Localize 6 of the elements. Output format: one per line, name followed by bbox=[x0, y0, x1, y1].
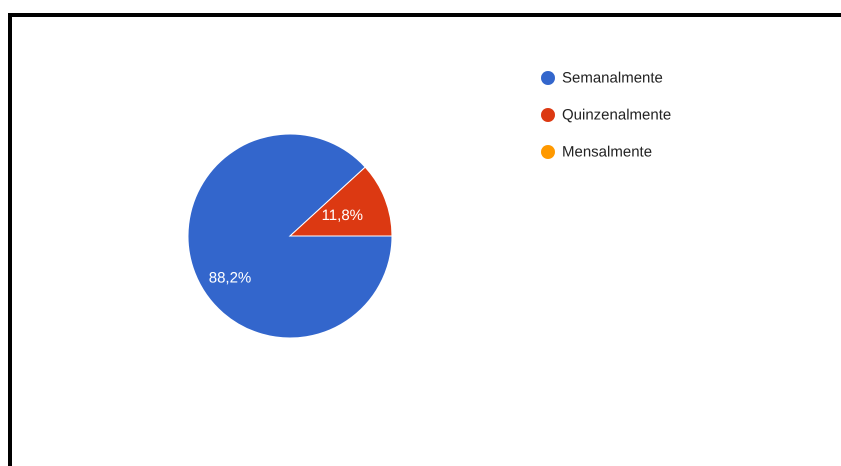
legend-label: Quinzenalmente bbox=[562, 106, 672, 124]
data-label: 11,8% bbox=[322, 207, 363, 224]
pie-slice bbox=[188, 134, 392, 338]
data-label: 88,2% bbox=[208, 270, 252, 286]
legend-label: Mensalmente bbox=[562, 144, 652, 160]
legend-label: Semanalmente bbox=[562, 70, 663, 86]
